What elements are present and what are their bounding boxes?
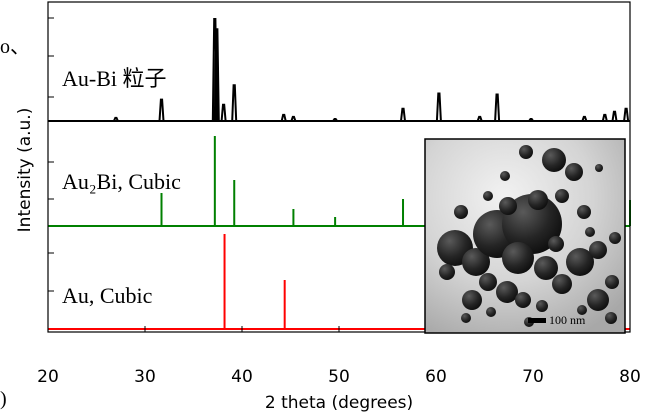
nanoparticle [454,205,468,219]
nanoparticle [605,312,617,324]
nanoparticle [496,281,518,303]
nanoparticle [479,273,497,291]
clipped-text-bottom-left: ) [0,388,7,410]
nanoparticle [439,264,455,280]
nanoparticle [555,189,569,203]
nanoparticle [462,290,482,310]
x-tick-label: 20 [37,367,59,387]
nanoparticle [461,313,471,323]
nanoparticle [609,232,621,244]
nanoparticle [462,248,490,276]
x-tick-label: 50 [328,367,350,387]
nanoparticle [499,197,517,215]
nanoparticle [519,145,533,159]
nanoparticle [566,248,594,276]
nanoparticle [565,163,583,181]
nanoparticle [585,227,595,237]
clipped-text-top-left: o、 [0,36,30,58]
x-tick-label: 70 [522,367,544,387]
scale-bar [528,318,546,323]
nanoparticle [587,289,609,311]
nanoparticle [500,171,510,181]
scale-bar-label: 100 nm [549,313,586,327]
panel-label: Au, Cubic [62,283,153,308]
x-tick-label: 60 [425,367,447,387]
nanoparticles-image [437,145,621,327]
nanoparticle [483,191,493,201]
nanoparticle [552,274,572,294]
nanoparticle [502,194,562,254]
nanoparticle [534,256,558,280]
nanoparticle [577,305,587,315]
nanoparticle [605,275,619,289]
tem-micrograph-inset: 100 nm [424,138,626,334]
nanoparticle [536,300,548,312]
nanoparticle [515,292,531,308]
nanoparticle [486,307,496,317]
panel-label: Au₂Bi, Cubic [62,169,181,194]
x-axis-title: 2 theta (degrees) [265,393,413,413]
nanoparticle [542,148,566,172]
nanoparticle [502,242,534,274]
panel-1: Au-Bi 粒子 [48,17,630,122]
nanoparticle [577,205,591,219]
panel-label: Au-Bi 粒子 [62,66,167,91]
nanoparticle [589,241,607,259]
x-tick-label: 30 [134,367,156,387]
y-axis-title: Intensity (a.u.) [15,108,35,233]
x-tick-label: 40 [231,367,253,387]
diffraction-profile [48,18,630,122]
x-tick-label: 80 [619,367,641,387]
nanoparticle [595,164,603,172]
nanoparticle [528,190,548,210]
nanoparticle [548,236,564,252]
x-axis: 20 30 40 50 60 70 80 [37,326,641,387]
